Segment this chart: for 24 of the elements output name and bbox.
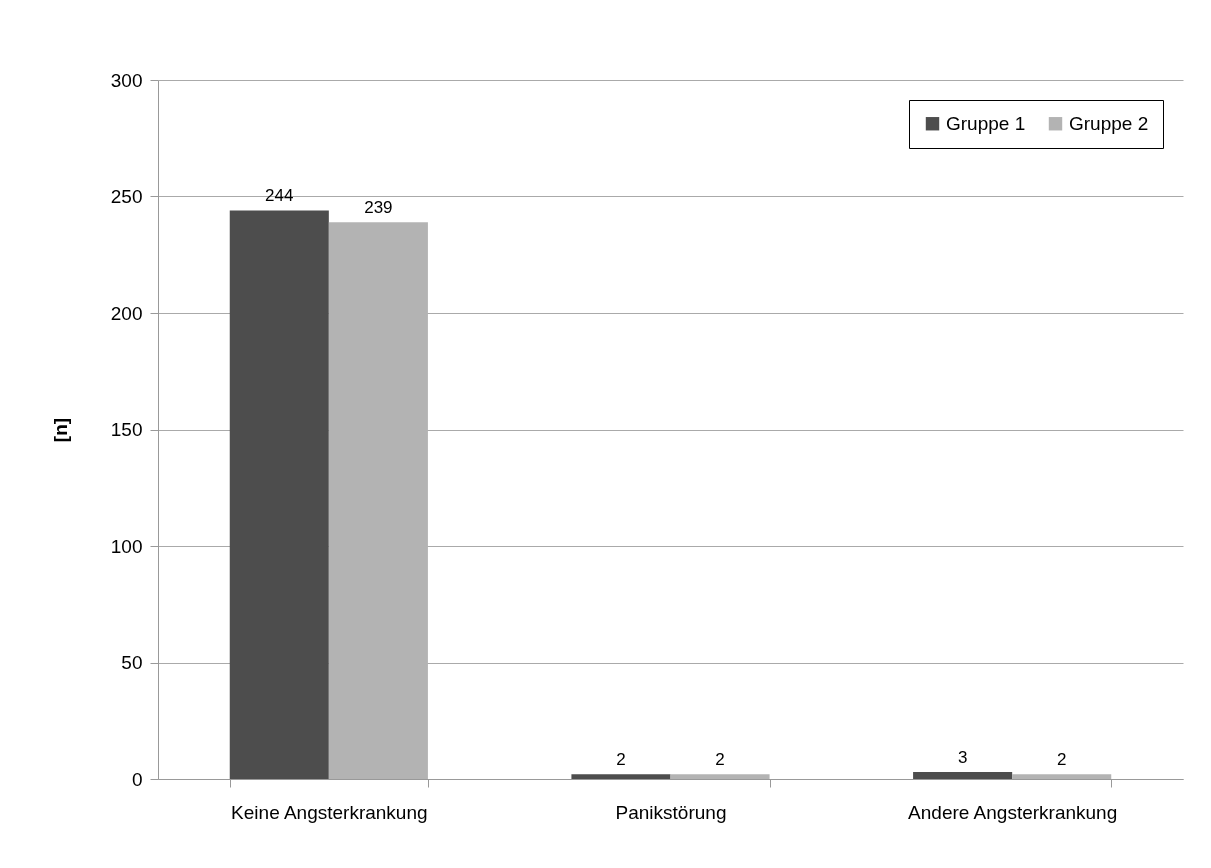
y-tick-label: 250 bbox=[110, 186, 143, 207]
bar bbox=[229, 210, 329, 779]
data-label: 2 bbox=[1056, 750, 1067, 770]
y-tick-label: 150 bbox=[110, 419, 143, 440]
x-tick-label: Keine Angsterkrankung bbox=[231, 801, 428, 823]
data-label: 244 bbox=[265, 186, 294, 206]
y-tick-label: 300 bbox=[110, 69, 143, 91]
data-label: 3 bbox=[957, 748, 968, 768]
y-tick-label: 0 bbox=[131, 768, 143, 790]
bar bbox=[571, 774, 671, 779]
y-tick-label: 200 bbox=[110, 302, 143, 324]
legend-label: Gruppe 1 bbox=[946, 112, 1026, 134]
bar bbox=[1012, 774, 1112, 779]
data-label: 239 bbox=[364, 198, 393, 218]
y-axis-title: [n] bbox=[49, 417, 71, 443]
x-tick-label: Panikstörung bbox=[615, 801, 727, 823]
bar bbox=[670, 774, 770, 779]
y-tick-label: 50 bbox=[121, 652, 143, 673]
y-tick-label: 100 bbox=[110, 535, 143, 557]
data-label: 2 bbox=[715, 750, 725, 770]
data-label: 2 bbox=[616, 750, 626, 770]
legend-label: Gruppe 2 bbox=[1069, 112, 1149, 134]
x-tick-label: Andere Angsterkrankung bbox=[908, 801, 1118, 823]
bar bbox=[913, 772, 1013, 779]
